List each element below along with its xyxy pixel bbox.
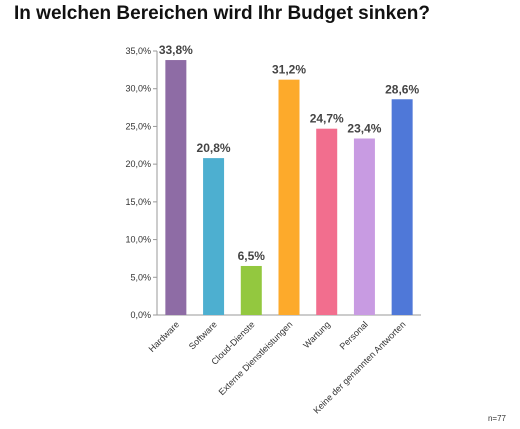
bar-personal	[353, 138, 375, 315]
data-label: 28,6%	[385, 82, 419, 96]
x-tick-label: Wartung	[301, 319, 332, 350]
y-tick-label: 5,0%	[130, 272, 151, 282]
y-tick-label: 30,0%	[125, 84, 151, 94]
y-axis-ticks: 0,0% 5,0% 10,0% 15,0% 20,0% 25,0% 30,0% 35,0%	[125, 46, 157, 320]
bar-wartung	[316, 128, 338, 315]
bar-software	[203, 158, 225, 315]
x-tick-label: Personal	[338, 319, 370, 351]
x-tick-label: Externe Dienstleistungen	[217, 319, 295, 397]
data-labels: 33,8% 20,8% 6,5% 31,2% 24,7%23,4% 28,6%	[159, 43, 420, 263]
data-label: 33,8%	[159, 43, 193, 57]
y-tick-label: 0,0%	[130, 310, 151, 320]
data-label: 20,8%	[197, 141, 231, 155]
bar-hardware	[165, 60, 187, 316]
data-label: 31,2%	[272, 63, 306, 77]
x-tick-label: Software	[187, 319, 219, 351]
bars	[165, 60, 413, 316]
data-label: 6,5%	[238, 249, 266, 263]
sample-size-note: n=77	[487, 414, 506, 423]
y-tick-label: 10,0%	[125, 235, 151, 245]
x-tick-label: Hardware	[147, 319, 182, 354]
bar-keine-der-genannten-antworten	[391, 99, 413, 315]
y-tick-label: 35,0%	[125, 46, 151, 56]
bar-externe-dienstleistungen	[278, 79, 300, 315]
bar-cloud-dienste	[240, 265, 262, 315]
data-label: 23,4%	[347, 121, 381, 135]
y-tick-label: 20,0%	[125, 159, 151, 169]
chart-title: In welchen Bereichen wird Ihr Budget sin…	[14, 3, 430, 24]
y-tick-label: 15,0%	[125, 197, 151, 207]
data-label: 24,7%	[310, 112, 344, 126]
y-tick-label: 25,0%	[125, 121, 151, 131]
